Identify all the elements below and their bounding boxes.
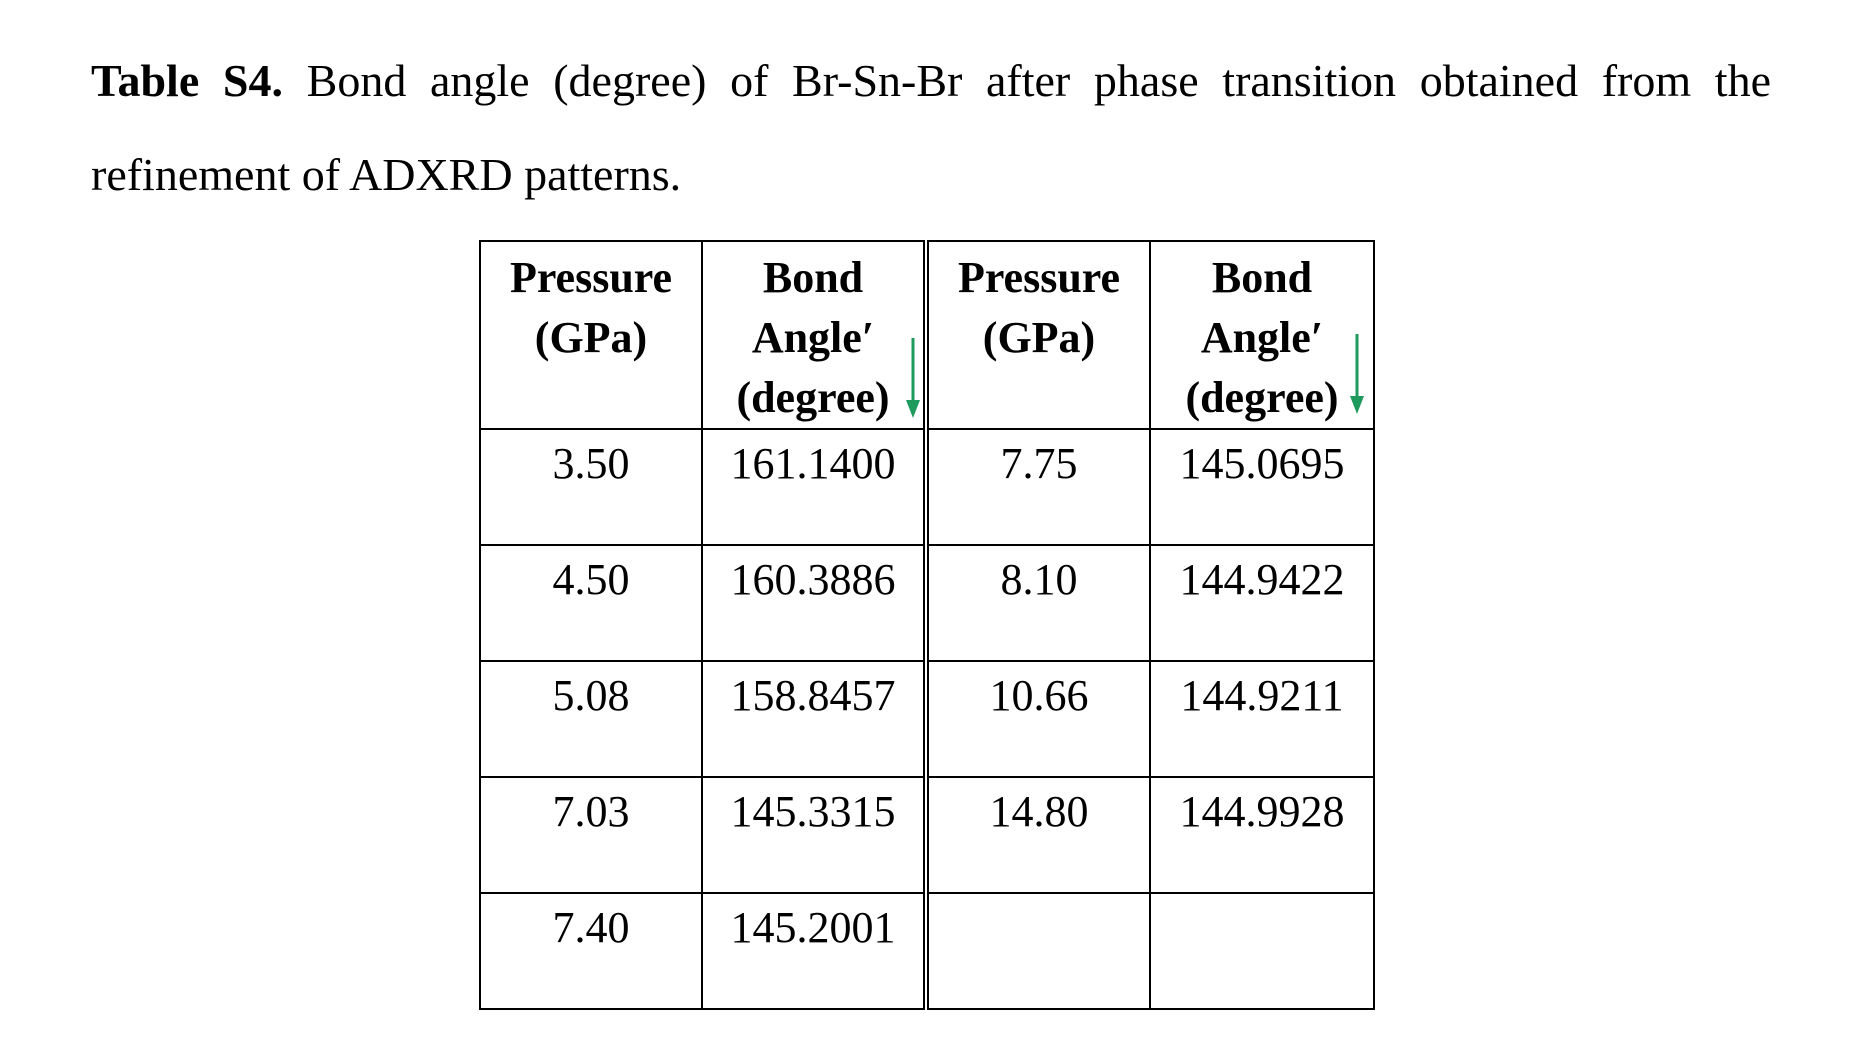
header-pressure-1: Pressure (GPa) bbox=[479, 240, 703, 430]
table-cell bbox=[925, 892, 1151, 1010]
table-cell bbox=[1149, 892, 1375, 1010]
header-line: Bond bbox=[1211, 253, 1313, 302]
table-row: 4.50 160.3886 8.10 144.9422 bbox=[479, 544, 1375, 662]
header-line: Angle′ bbox=[751, 313, 875, 362]
header-line: (degree) bbox=[1185, 373, 1339, 422]
header-line: (degree) bbox=[736, 373, 890, 422]
down-arrow-icon bbox=[906, 338, 920, 418]
table-cell: 3.50 bbox=[479, 428, 703, 546]
table-cell: 7.75 bbox=[925, 428, 1151, 546]
header-line: Angle′ bbox=[1200, 313, 1324, 362]
bond-angle-table: Pressure (GPa) Bond Angle′ (degree) Pres… bbox=[479, 240, 1375, 1010]
table-cell: 144.9928 bbox=[1149, 776, 1375, 894]
table-cell: 145.0695 bbox=[1149, 428, 1375, 546]
table-row: 7.03 145.3315 14.80 144.9928 bbox=[479, 776, 1375, 894]
table-cell: 158.8457 bbox=[701, 660, 929, 778]
table-cell: 8.10 bbox=[925, 544, 1151, 662]
header-line: (GPa) bbox=[534, 313, 648, 362]
table-cell: 145.3315 bbox=[701, 776, 929, 894]
table-cell: 4.50 bbox=[479, 544, 703, 662]
table-cell: 144.9211 bbox=[1149, 660, 1375, 778]
header-line: Pressure bbox=[509, 253, 673, 302]
header-row: Pressure (GPa) Bond Angle′ (degree) Pres… bbox=[479, 240, 1375, 430]
table-row: 7.40 145.2001 bbox=[479, 892, 1375, 1010]
table-cell: 7.40 bbox=[479, 892, 703, 1010]
table-row: 5.08 158.8457 10.66 144.9211 bbox=[479, 660, 1375, 778]
caption-text: Bond angle (degree) of Br-Sn-Br after ph… bbox=[91, 55, 1772, 200]
table-cell: 10.66 bbox=[925, 660, 1151, 778]
table-caption: Table S4. Bond angle (degree) of Br-Sn-B… bbox=[91, 34, 1771, 222]
header-bond-angle-2: Bond Angle′ (degree) bbox=[1149, 240, 1375, 430]
table-cell: 14.80 bbox=[925, 776, 1151, 894]
table-cell: 161.1400 bbox=[701, 428, 929, 546]
header-pressure-2: Pressure (GPa) bbox=[925, 240, 1151, 430]
down-arrow-icon bbox=[1350, 334, 1364, 414]
header-line: Bond bbox=[762, 253, 864, 302]
header-line: (GPa) bbox=[982, 313, 1096, 362]
table-cell: 144.9422 bbox=[1149, 544, 1375, 662]
header-bond-angle-1: Bond Angle′ (degree) bbox=[701, 240, 929, 430]
header-line: Pressure bbox=[957, 253, 1121, 302]
table-cell: 160.3886 bbox=[701, 544, 929, 662]
table-cell: 7.03 bbox=[479, 776, 703, 894]
table-row: 3.50 161.1400 7.75 145.0695 bbox=[479, 428, 1375, 546]
caption-label: Table S4. bbox=[91, 55, 283, 106]
table-cell: 145.2001 bbox=[701, 892, 929, 1010]
table-cell: 5.08 bbox=[479, 660, 703, 778]
